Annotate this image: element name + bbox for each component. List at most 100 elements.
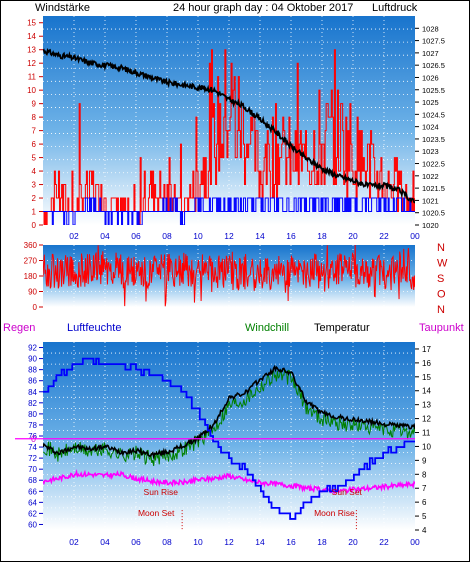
temperature-tick-label: 13 — [422, 401, 431, 410]
humidity-tick-label: 62 — [28, 509, 37, 518]
temperature-tick-label: 16 — [422, 359, 431, 368]
pressure-line — [43, 47, 415, 204]
hour-tick-label: 04 — [100, 537, 110, 547]
pressure-tick-label: 1020.5 — [422, 209, 445, 218]
direction-axis: 0 90 180 270 360 — [24, 241, 43, 312]
wind-direction-series — [43, 245, 415, 307]
wind-speed-tick-label: 9 — [32, 100, 37, 109]
wind-speed-tick-label: 6 — [32, 140, 37, 149]
pressure-tick-label: 1022 — [422, 172, 439, 181]
wind-axis-title: Windstärke — [35, 2, 90, 14]
temperature-tick-label: 11 — [422, 429, 431, 438]
wind-speed-tick-label: 3 — [32, 181, 37, 190]
pressure-tick-label: 1027 — [422, 49, 439, 58]
dewpoint-axis-title: Taupunkt — [419, 322, 464, 334]
direction-tick-label: 180 — [24, 272, 38, 281]
hour-tick-label: 14 — [255, 231, 265, 241]
temperature-tick-label: 10 — [422, 442, 431, 451]
temperature-tick-label: 8 — [422, 470, 427, 479]
hour-tick-label: 14 — [255, 537, 265, 547]
wind-speed-tick-label: 11 — [28, 73, 37, 82]
hour-tick-label: 12 — [224, 537, 234, 547]
compass-letter: S — [437, 273, 444, 285]
hour-tick-label: 16 — [286, 537, 296, 547]
pressure-axis: 1020 1020.5 1021 1021.5 1022 1022.5 1023 1023.5… — [415, 24, 445, 230]
hour-tick-label: 06 — [131, 537, 141, 547]
humidity-tick-label: 60 — [28, 520, 37, 529]
hour-tick-label: 00 — [410, 231, 420, 241]
sun-moon-annotations: Sun Rise Sun Set Moon Set Moon Rise — [138, 487, 363, 530]
compass-letter: N — [437, 242, 445, 254]
humidity-axis-title: Luftfeuchte — [67, 322, 121, 334]
moon_rise-label: Moon Rise — [314, 508, 355, 518]
sun_rise-label: Sun Rise — [144, 487, 179, 497]
wind-speed-tick-label: 15 — [27, 19, 36, 28]
pressure-tick-label: 1023.5 — [422, 135, 445, 144]
humidity-tick-label: 88 — [28, 366, 37, 375]
humidity-tick-label: 66 — [28, 487, 37, 496]
pressure-tick-label: 1020 — [422, 221, 439, 230]
humidity-tick-label: 74 — [28, 443, 37, 452]
hour-tick-label: 02 — [69, 537, 79, 547]
hour-tick-label: 06 — [131, 231, 141, 241]
humidity-tick-label: 90 — [28, 355, 37, 364]
hour-tick-label: 18 — [317, 231, 327, 241]
humidity-tick-label: 86 — [28, 377, 37, 386]
humidity-tick-label: 64 — [28, 498, 37, 507]
hour-axis-top: 02 04 06 08 10 12 14 16 18 20 22 00 — [69, 231, 420, 241]
direction-tick-label: 270 — [24, 257, 38, 266]
temperature-axis-title: Temperatur — [314, 322, 370, 334]
rain-axis-title: Regen — [3, 322, 35, 334]
temperature-tick-label: 7 — [422, 484, 427, 493]
temperature-tick-label: 5 — [422, 512, 427, 521]
hour-tick-label: 04 — [100, 231, 110, 241]
hour-tick-label: 00 — [410, 537, 420, 547]
wind-pressure-series — [43, 47, 415, 225]
temperature-tick-label: 14 — [422, 387, 431, 396]
dewpoint-line — [43, 468, 415, 495]
compass-letter: W — [437, 258, 448, 270]
wind-direction-line — [43, 245, 415, 307]
pressure-tick-label: 1021.5 — [422, 184, 445, 193]
hour-tick-label: 18 — [317, 537, 327, 547]
compass-letter: O — [437, 289, 446, 301]
temperature-tick-label: 12 — [422, 415, 431, 424]
direction-tick-label: 0 — [33, 303, 38, 312]
wind-speed-tick-label: 7 — [32, 127, 37, 136]
hour-tick-label: 08 — [162, 231, 172, 241]
pressure-axis-title: Luftdruck — [372, 2, 418, 14]
humidity-tick-label: 92 — [28, 344, 37, 353]
wind-speed-tick-label: 13 — [27, 46, 36, 55]
hour-tick-label: 10 — [193, 537, 203, 547]
humidity-tick-label: 84 — [28, 388, 37, 397]
humidity-tick-label: 68 — [28, 476, 37, 485]
humidity-tick-label: 72 — [28, 454, 37, 463]
wind-speed-tick-label: 4 — [32, 167, 37, 176]
wind-speed-tick-label: 8 — [32, 113, 37, 122]
wind-speed-tick-label: 5 — [32, 154, 37, 163]
temperature-tick-label: 15 — [422, 373, 431, 382]
humidity-tick-label: 80 — [28, 410, 37, 419]
temperature-tick-label: 4 — [422, 526, 427, 535]
pressure-tick-label: 1024.5 — [422, 110, 445, 119]
pressure-tick-label: 1028 — [422, 24, 439, 33]
sun_set-label: Sun Set — [332, 487, 363, 497]
hour-tick-label: 12 — [224, 231, 234, 241]
temperature-grid — [43, 342, 415, 530]
pressure-tick-label: 1026.5 — [422, 61, 445, 70]
moon_set-label: Moon Set — [138, 508, 175, 518]
hour-axis-bottom: 02 04 06 08 10 12 14 16 18 20 22 00 — [69, 537, 420, 547]
humidity-axis: 60 62 64 66 68 70 72 74 76 78 80 82 84 86 88 90 92 — [28, 344, 43, 529]
hour-tick-label: 02 — [69, 231, 79, 241]
temperature-tick-label: 9 — [422, 456, 427, 465]
pressure-tick-label: 1025 — [422, 98, 439, 107]
hour-tick-label: 22 — [379, 231, 389, 241]
humidity-tick-label: 82 — [28, 399, 37, 408]
hour-tick-label: 08 — [162, 537, 172, 547]
pressure-tick-label: 1026 — [422, 73, 439, 82]
pressure-tick-label: 1022.5 — [422, 160, 445, 169]
hour-tick-label: 16 — [286, 231, 296, 241]
